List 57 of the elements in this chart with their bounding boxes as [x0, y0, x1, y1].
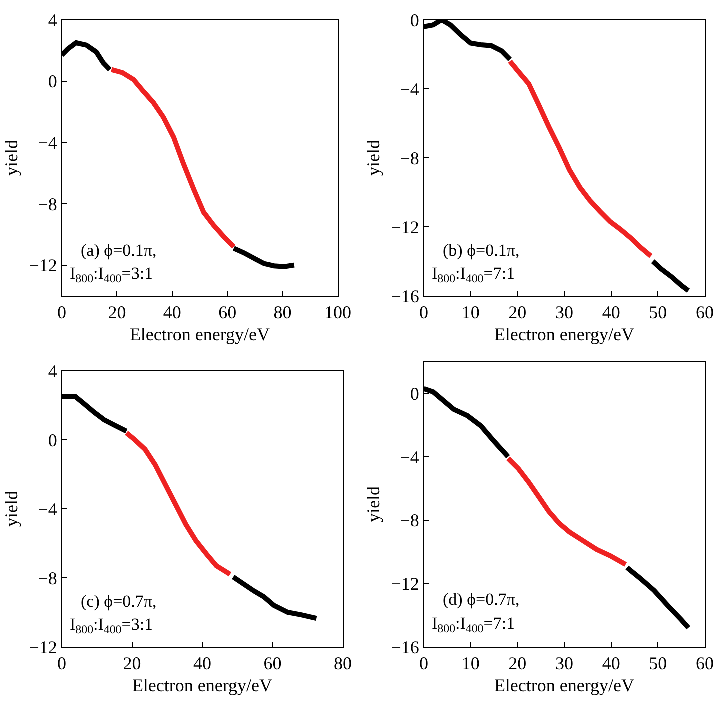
x-tick-label: 20: [508, 302, 527, 323]
x-axis-title: Electron energy/eV: [494, 324, 635, 345]
y-tick-label: −4: [400, 79, 420, 100]
x-tick-label: 20: [108, 302, 126, 323]
x-tick-label: 40: [163, 302, 182, 323]
y-tick-label: 0: [48, 430, 58, 450]
y-tick-label: −8: [38, 194, 58, 214]
x-axis-title: Electron energy/eV: [132, 676, 273, 696]
y-axis-title: yield: [1, 140, 22, 176]
y-tick-label: −12: [29, 256, 58, 276]
annotation: I$_{800}$:I$_{400}$=7:1: [432, 614, 516, 636]
x-tick-label: 80: [334, 654, 352, 674]
x-tick-label: 10: [462, 654, 480, 674]
y-tick-label: −4: [38, 499, 58, 520]
x-tick-label: 50: [649, 302, 668, 323]
x-tick-label: 40: [602, 302, 620, 323]
x-tick-label: 60: [218, 302, 237, 323]
x-axis-title: Electron energy/eV: [494, 676, 635, 696]
y-tick-label: 0: [48, 72, 58, 92]
y-tick-label: −16: [391, 637, 420, 658]
y-tick-label: 0: [410, 10, 420, 30]
y-tick-label: 4: [48, 10, 58, 30]
y-tick-label: −12: [391, 217, 420, 238]
y-tick-label: −8: [400, 148, 420, 168]
annotation: I$_{800}$:I$_{400}$=7:1: [432, 264, 516, 286]
y-tick-label: −4: [400, 447, 420, 468]
annotation: I$_{800}$:I$_{400}$=3:1: [70, 264, 154, 286]
x-tick-label: 100: [324, 302, 352, 323]
x-tick-label: 40: [194, 654, 212, 674]
annotation: (b) ϕ=0.1π,: [443, 241, 520, 260]
x-tick-label: 60: [696, 302, 714, 323]
x-tick-label: 60: [264, 654, 282, 674]
x-tick-label: 30: [556, 302, 574, 323]
x-tick-label: 80: [274, 302, 292, 323]
annotation: (c) ϕ=0.7π,: [81, 592, 157, 611]
y-tick-label: 4: [48, 361, 58, 382]
y-tick-label: −12: [29, 637, 58, 658]
x-axis-title: Electron energy/eV: [130, 324, 270, 345]
x-tick-label: 10: [462, 302, 480, 323]
x-tick-label: 30: [556, 654, 574, 674]
y-tick-label: 0: [410, 384, 420, 404]
annotation: I$_{800}$:I$_{400}$=3:1: [70, 615, 154, 637]
y-tick-label: −8: [38, 568, 58, 588]
x-tick-label: 20: [508, 654, 527, 674]
x-tick-label: 50: [649, 654, 668, 674]
annotation: (d) ϕ=0.7π,: [443, 590, 520, 609]
y-axis-title: yield: [1, 491, 22, 527]
y-tick-label: −4: [38, 132, 58, 153]
x-tick-label: 20: [123, 654, 142, 674]
y-tick-label: −8: [400, 510, 420, 531]
x-tick-label: 60: [696, 654, 714, 674]
y-tick-label: −12: [391, 574, 420, 594]
y-axis-title: yield: [363, 140, 384, 176]
x-tick-label: 40: [602, 654, 620, 674]
y-tick-label: −16: [391, 286, 420, 306]
y-axis-title: yield: [363, 486, 384, 522]
annotation: (a) ϕ=0.1π,: [81, 241, 157, 260]
